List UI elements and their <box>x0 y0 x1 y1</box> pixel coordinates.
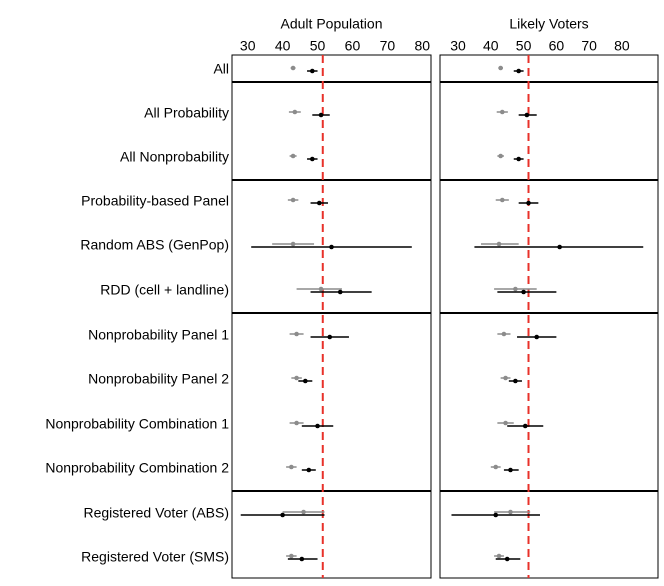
panel-likely-voters-nonprobability-panel-1-black-point <box>534 334 540 340</box>
panel-likely-voters-registered-voter-abs-black-point <box>493 512 499 518</box>
panel-likely-voters-probability-based-panel-black-point <box>526 200 531 206</box>
panel-likely-voters-frame <box>439 54 659 579</box>
row-label-nonprobability-combination-2: Nonprobability Combination 2 <box>45 460 229 476</box>
panel-likely-voters-nonprobability-combination-2-gray-point <box>493 464 499 470</box>
panel-likely-voters-nonprobability-panel-2-gray-point <box>503 375 508 381</box>
panel-adult-population-all-nonprobability-gray-point <box>290 153 296 159</box>
panel-likely-voters-all-probability-black-point <box>524 112 530 118</box>
panel-adult-population-frame <box>231 54 432 579</box>
panel-adult-population-all-black-point <box>309 68 315 74</box>
panel-adult-population-nonprobability-combination-1-gray-point <box>294 420 299 426</box>
panel-adult-population-registered-voter-abs-black-point <box>280 512 285 518</box>
panel-likely-voters-nonprobability-panel-1-gray-point <box>501 331 507 337</box>
panel-adult-population-tick-40: 40 <box>275 38 291 54</box>
row-label-probability-based-panel: Probability-based Panel <box>81 193 229 209</box>
row-label-all-nonprobability: All Nonprobability <box>120 149 229 165</box>
panel-adult-population-registered-voter-abs-gray-point <box>301 509 306 515</box>
panel-likely-voters-all-gray-point <box>498 65 503 71</box>
panel-adult-population-nonprobability-panel-2-black-point <box>303 378 308 384</box>
panel-likely-voters-rdd-cell-landline-gray-point <box>513 286 518 292</box>
panel-likely-voters-nonprobability-combination-1-black-point <box>522 423 528 429</box>
panel-likely-voters-rdd-cell-landline-black-point <box>521 289 526 295</box>
row-label-nonprobability-panel-1: Nonprobability Panel 1 <box>88 327 229 343</box>
panel-adult-population-nonprobability-panel-1-black-point <box>327 334 333 340</box>
panel-likely-voters-tick-60: 60 <box>549 38 565 54</box>
panel-adult-population-random-abs-genpop-gray-point <box>290 241 296 247</box>
panel-likely-voters-tick-30: 30 <box>450 38 466 54</box>
panel-adult-population-tick-70: 70 <box>380 38 396 54</box>
panel-adult-population-nonprobability-combination-1-black-point <box>315 423 320 429</box>
panel-adult-population-tick-50: 50 <box>310 38 326 54</box>
panel-adult-population-nonprobability-combination-2-black-point <box>306 467 312 473</box>
panel-adult-population-probability-based-panel-black-point <box>316 200 322 206</box>
panel-likely-voters-registered-voter-sms-gray-point <box>496 553 502 559</box>
panel-likely-voters-all-probability-gray-point <box>499 109 505 115</box>
panel-likely-voters-random-abs-genpop-gray-point <box>496 241 502 247</box>
row-label-nonprobability-panel-2: Nonprobability Panel 2 <box>88 371 229 387</box>
panel-adult-population-tick-30: 30 <box>240 38 256 54</box>
panel-adult-population-all-gray-point <box>290 65 296 71</box>
panel-adult-population-all-probability-gray-point <box>292 109 298 115</box>
panel-likely-voters-tick-80: 80 <box>614 38 630 54</box>
panel-likely-voters-nonprobability-combination-1-gray-point <box>503 420 508 426</box>
panel-adult-population-nonprobability-panel-2-gray-point <box>294 375 299 381</box>
panel-likely-voters-registered-voter-abs-gray-point <box>508 509 513 515</box>
panel-likely-voters-random-abs-genpop-black-point <box>557 244 562 250</box>
panel-adult-population-tick-60: 60 <box>345 38 361 54</box>
panel-adult-population-all-nonprobability-black-point <box>309 156 315 162</box>
panel-likely-voters-tick-40: 40 <box>483 38 499 54</box>
panel-likely-voters-tick-50: 50 <box>516 38 532 54</box>
panel-likely-voters-all-nonprobability-black-point <box>516 156 521 162</box>
panel-adult-population-nonprobability-combination-2-gray-point <box>289 464 294 470</box>
panel-likely-voters-all-nonprobability-gray-point <box>498 153 503 159</box>
row-label-rdd-cell-landline: RDD (cell + landline) <box>100 282 229 298</box>
panel-likely-voters-all-black-point <box>516 68 521 74</box>
panel-adult-population-title: Adult Population <box>281 16 383 32</box>
panel-adult-population-tick-80: 80 <box>414 38 430 54</box>
panel-adult-population-random-abs-genpop-black-point <box>329 244 334 250</box>
panel-adult-population-registered-voter-sms-black-point <box>299 556 305 562</box>
panel-likely-voters-tick-70: 70 <box>581 38 597 54</box>
panel-adult-population-nonprobability-panel-1-gray-point <box>294 331 299 337</box>
row-label-registered-voter-sms: Registered Voter (SMS) <box>81 549 229 565</box>
panel-likely-voters-probability-based-panel-gray-point <box>499 197 505 203</box>
panel-likely-voters-nonprobability-panel-2-black-point <box>513 378 518 384</box>
row-label-nonprobability-combination-1: Nonprobability Combination 1 <box>45 416 229 432</box>
panel-adult-population-probability-based-panel-gray-point <box>290 197 296 203</box>
panel-adult-population-rdd-cell-landline-gray-point <box>318 286 324 292</box>
row-label-all: All <box>213 61 229 77</box>
panel-likely-voters-title: Likely Voters <box>509 16 588 32</box>
panel-likely-voters-nonprobability-combination-2-black-point <box>508 467 513 473</box>
panel-adult-population-rdd-cell-landline-black-point <box>337 289 343 295</box>
panel-likely-voters-registered-voter-sms-black-point <box>504 556 510 562</box>
panel-adult-population-all-probability-black-point <box>318 112 324 118</box>
row-label-random-abs-genpop: Random ABS (GenPop) <box>80 237 229 253</box>
panel-adult-population-registered-voter-sms-gray-point <box>289 553 294 559</box>
row-label-registered-voter-abs: Registered Voter (ABS) <box>83 505 229 521</box>
row-label-all-probability: All Probability <box>144 105 229 121</box>
